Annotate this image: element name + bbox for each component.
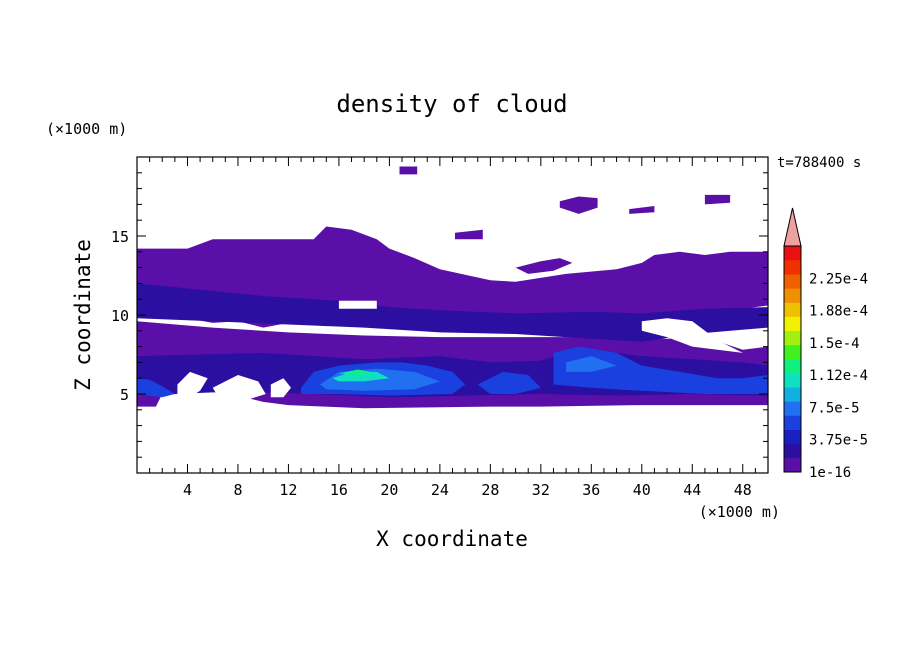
x-axis-label: X coordinate bbox=[376, 527, 528, 551]
contour-region-6 bbox=[477, 371, 541, 394]
clear-air-gap-5 bbox=[270, 378, 291, 398]
clear-air-gap-3 bbox=[177, 371, 208, 401]
colorbar-label: 7.5e-5 bbox=[809, 400, 860, 416]
x-tick-label: 12 bbox=[279, 481, 297, 499]
colorbar-swatch bbox=[784, 387, 801, 402]
colorbar-label: 1.5e-4 bbox=[809, 336, 860, 352]
contour-region-2 bbox=[137, 283, 768, 342]
colorbar-swatch bbox=[784, 302, 801, 317]
x-unit-label: (×1000 m) bbox=[699, 503, 780, 521]
colorbar-swatch bbox=[784, 288, 801, 303]
x-tick-label: 32 bbox=[532, 481, 550, 499]
y-unit-label: (×1000 m) bbox=[46, 120, 127, 138]
y-tick-label: 5 bbox=[120, 386, 129, 404]
y-tick-label: 15 bbox=[111, 228, 129, 246]
colorbar-swatch bbox=[784, 415, 801, 430]
colorbar-swatch bbox=[784, 373, 801, 388]
contour-regions bbox=[137, 166, 768, 409]
contour-region-12 bbox=[559, 196, 598, 214]
contour-region-9 bbox=[566, 356, 617, 372]
colorbar-swatch bbox=[784, 443, 801, 459]
contour-region-15 bbox=[399, 166, 418, 175]
y-axis-label: Z coordinate bbox=[71, 239, 95, 391]
contour-region-14 bbox=[704, 194, 731, 205]
x-tick-label: 8 bbox=[233, 481, 242, 499]
colorbar-extend-arrow bbox=[783, 207, 802, 247]
colorbar-frame bbox=[783, 245, 802, 473]
colorbar-swatch bbox=[784, 359, 801, 374]
colorbar-label: 1.12e-4 bbox=[809, 368, 868, 384]
x-tick-label: 4 bbox=[183, 481, 192, 499]
clear-air-gap-2 bbox=[641, 318, 743, 353]
x-tick-label: 48 bbox=[734, 481, 752, 499]
contour-region-13 bbox=[629, 206, 655, 214]
x-tick-label: 28 bbox=[481, 481, 499, 499]
colorbar-swatch bbox=[784, 429, 801, 445]
x-tick-label: 24 bbox=[431, 481, 449, 499]
colorbar-swatch bbox=[784, 246, 801, 261]
colorbar-swatch bbox=[784, 316, 801, 332]
contour-region-10 bbox=[332, 371, 390, 382]
x-tick-label: 40 bbox=[633, 481, 651, 499]
clear-air-gap-4 bbox=[212, 375, 266, 401]
colorbar-swatch bbox=[784, 274, 801, 289]
y-tick-label: 10 bbox=[111, 307, 129, 325]
colorbar-swatch bbox=[784, 401, 801, 416]
colorbar-swatch bbox=[784, 457, 801, 473]
clear-air-gap-0 bbox=[338, 300, 377, 309]
contour-region-4 bbox=[137, 378, 175, 398]
contour-region-7 bbox=[553, 346, 768, 394]
x-tick-label: 16 bbox=[330, 481, 348, 499]
x-tick-label: 44 bbox=[683, 481, 701, 499]
colorbar-label: 1e-16 bbox=[809, 465, 851, 481]
contour-region-17 bbox=[515, 258, 573, 274]
colorbar-label: 1.88e-4 bbox=[809, 304, 868, 320]
colorbar-swatch bbox=[784, 260, 801, 275]
colorbar-swatch bbox=[784, 330, 801, 346]
contour-region-11 bbox=[338, 369, 371, 375]
colorbar-swatch bbox=[784, 344, 801, 360]
clear-air-gap-1 bbox=[288, 327, 308, 333]
time-label: t=788400 s bbox=[777, 155, 861, 171]
colorbar: 1e-16 3.75e-5 7.5e-5 1.12e-4 1.5e-4 1.88e-4 2.… bbox=[783, 207, 868, 481]
x-tick-label: 20 bbox=[380, 481, 398, 499]
contour-region-16 bbox=[455, 229, 483, 240]
chart-title: density of cloud bbox=[336, 90, 567, 118]
colorbar-label: 2.25e-4 bbox=[809, 271, 868, 287]
colorbar-label: 3.75e-5 bbox=[809, 433, 868, 449]
x-tick-label: 36 bbox=[582, 481, 600, 499]
